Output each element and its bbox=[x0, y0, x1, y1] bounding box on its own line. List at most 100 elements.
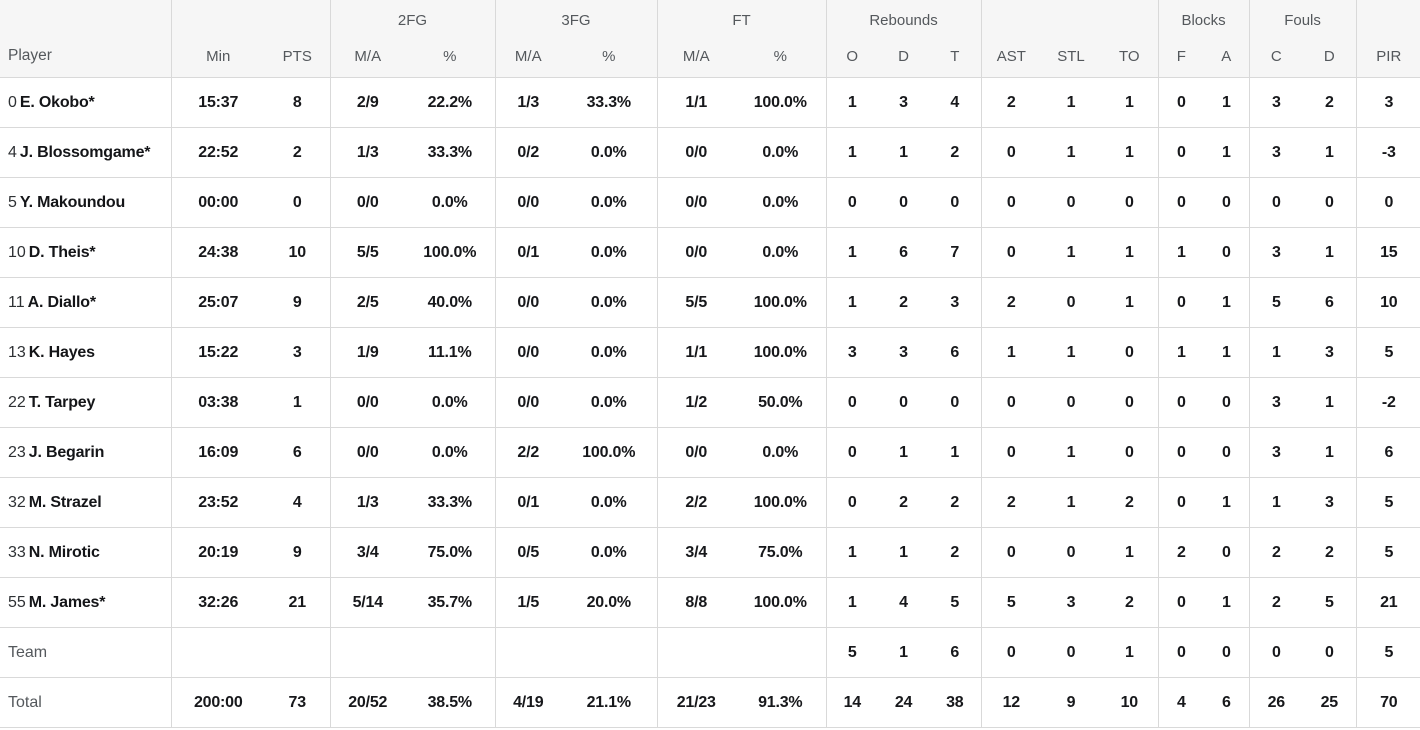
group-header-spacer-minpts bbox=[170, 0, 330, 35]
cell-3fg-ma: 0/0 bbox=[494, 277, 561, 328]
cell-3fg-ma: 2/2 bbox=[494, 427, 561, 478]
cell-foul-d: 1 bbox=[1303, 127, 1357, 178]
cell-2fg-ma: 5/5 bbox=[329, 227, 405, 278]
player-row: 0 E. Okobo* 15:37 8 2/9 22.2% 1/3 33.3% 1/1 100.0… bbox=[0, 77, 1420, 128]
cell-2fg-pct: 22.2% bbox=[405, 77, 495, 128]
cell-stl: 3 bbox=[1041, 577, 1102, 628]
cell-player: 10 D. Theis* bbox=[0, 227, 171, 278]
cell-reb-d: 0 bbox=[878, 177, 930, 228]
cell-2fg-pct: 33.3% bbox=[405, 127, 495, 178]
player-row: 55 M. James* 32:26 21 5/14 35.7% 1/5 20.0% 8/8 10… bbox=[0, 577, 1420, 628]
cell-player: 33 N. Mirotic bbox=[0, 527, 171, 578]
group-header-3fg: 3FG bbox=[494, 0, 657, 35]
cell-2fg-ma: 0/0 bbox=[329, 177, 405, 228]
cell-blk-f: 4 bbox=[1157, 677, 1205, 728]
col-header-2fg-ma: M/A bbox=[329, 35, 405, 78]
cell-ft-pct: 100.0% bbox=[735, 77, 827, 128]
cell-foul-c: 0 bbox=[1248, 177, 1304, 228]
cell-ft-pct: 75.0% bbox=[735, 527, 827, 578]
cell-reb-t: 6 bbox=[929, 627, 982, 678]
cell-pts: 10 bbox=[265, 227, 330, 278]
col-header-stl: STL bbox=[1041, 35, 1102, 78]
cell-foul-d: 3 bbox=[1303, 477, 1357, 528]
col-header-reb-d: D bbox=[878, 35, 930, 78]
cell-ast: 0 bbox=[980, 177, 1042, 228]
player-name: K. Hayes bbox=[28, 343, 95, 361]
cell-ast: 0 bbox=[980, 377, 1042, 428]
cell-ast: 0 bbox=[980, 527, 1042, 578]
player-row: 33 N. Mirotic 20:19 9 3/4 75.0% 0/5 0.0% 3/4 75.0… bbox=[0, 527, 1420, 578]
cell-3fg-pct: 0.0% bbox=[561, 477, 657, 528]
cell-ft-pct: 0.0% bbox=[735, 177, 827, 228]
cell-foul-c: 3 bbox=[1248, 427, 1304, 478]
cell-pir: 5 bbox=[1355, 527, 1420, 578]
col-header-3fg-ma: M/A bbox=[494, 35, 561, 78]
cell-foul-d: 1 bbox=[1303, 227, 1357, 278]
player-row: 5 Y. Makoundou 00:00 0 0/0 0.0% 0/0 0.0% 0/0 0.0%… bbox=[0, 177, 1420, 228]
player-row: 32 M. Strazel 23:52 4 1/3 33.3% 0/1 0.0% 2/2 100.… bbox=[0, 477, 1420, 528]
col-header-pir: PIR bbox=[1355, 35, 1420, 78]
cell-ast: 0 bbox=[980, 127, 1042, 178]
cell-reb-o: 1 bbox=[825, 77, 879, 128]
cell-min: 32:26 bbox=[170, 577, 265, 628]
cell-player: Total bbox=[0, 677, 171, 728]
cell-min: 03:38 bbox=[170, 377, 265, 428]
summary-row: Total 200:00 73 20/52 38.5% 4/19 21.1% 21/23 91.… bbox=[0, 677, 1420, 728]
cell-2fg-ma: 1/3 bbox=[329, 477, 405, 528]
cell-ft-ma: 5/5 bbox=[656, 277, 735, 328]
cell-foul-d: 1 bbox=[1303, 377, 1357, 428]
cell-to: 1 bbox=[1101, 627, 1159, 678]
cell-blk-a: 0 bbox=[1204, 227, 1250, 278]
cell-2fg-pct: 35.7% bbox=[405, 577, 495, 628]
cell-to: 1 bbox=[1101, 277, 1159, 328]
cell-2fg-pct: 75.0% bbox=[405, 527, 495, 578]
cell-min: 20:19 bbox=[170, 527, 265, 578]
group-header-blocks: Blocks bbox=[1157, 0, 1250, 35]
cell-ast: 0 bbox=[980, 427, 1042, 478]
cell-pir: -2 bbox=[1355, 377, 1420, 428]
cell-3fg-ma: 0/0 bbox=[494, 377, 561, 428]
cell-player: 22 T. Tarpey bbox=[0, 377, 171, 428]
cell-reb-d: 3 bbox=[878, 77, 930, 128]
player-name: N. Mirotic bbox=[28, 543, 100, 561]
group-header-fouls: Fouls bbox=[1248, 0, 1357, 35]
cell-reb-t: 7 bbox=[929, 227, 982, 278]
player-name: J. Begarin bbox=[28, 443, 105, 461]
cell-3fg-pct: 0.0% bbox=[561, 327, 657, 378]
cell-ast: 0 bbox=[980, 627, 1042, 678]
cell-blk-a: 0 bbox=[1204, 377, 1250, 428]
cell-pir: 5 bbox=[1355, 627, 1420, 678]
cell-ft-ma bbox=[656, 627, 735, 678]
cell-3fg-pct: 0.0% bbox=[561, 377, 657, 428]
col-header-2fg-pct: % bbox=[405, 35, 495, 78]
cell-ft-ma: 1/1 bbox=[656, 327, 735, 378]
cell-blk-f: 0 bbox=[1157, 627, 1205, 678]
cell-reb-t: 0 bbox=[929, 377, 982, 428]
cell-2fg-pct: 0.0% bbox=[405, 177, 495, 228]
cell-foul-d: 2 bbox=[1303, 527, 1357, 578]
player-row: 23 J. Begarin 16:09 6 0/0 0.0% 2/2 100.0% 0/0 0.0… bbox=[0, 427, 1420, 478]
table-body: 0 E. Okobo* 15:37 8 2/9 22.2% 1/3 33.3% 1/1 100.0… bbox=[0, 77, 1420, 728]
cell-blk-f: 0 bbox=[1157, 477, 1205, 528]
player-number: 55 bbox=[8, 593, 26, 611]
cell-reb-d: 1 bbox=[878, 627, 930, 678]
table-header: 2FG 3FG FT Rebounds Blocks Fouls Player … bbox=[0, 0, 1420, 78]
cell-reb-d: 3 bbox=[878, 327, 930, 378]
cell-blk-a: 0 bbox=[1204, 627, 1250, 678]
cell-ft-ma: 0/0 bbox=[656, 177, 735, 228]
cell-reb-o: 3 bbox=[825, 327, 879, 378]
cell-pir: 5 bbox=[1355, 477, 1420, 528]
player-row: 22 T. Tarpey 03:38 1 0/0 0.0% 0/0 0.0% 1/2 50.0% 0… bbox=[0, 377, 1420, 428]
cell-ast: 2 bbox=[980, 277, 1042, 328]
cell-reb-t: 38 bbox=[929, 677, 982, 728]
cell-2fg-pct: 33.3% bbox=[405, 477, 495, 528]
cell-to: 1 bbox=[1101, 77, 1159, 128]
cell-3fg-ma: 0/1 bbox=[494, 477, 561, 528]
cell-2fg-ma: 2/5 bbox=[329, 277, 405, 328]
cell-foul-c: 1 bbox=[1248, 327, 1304, 378]
cell-reb-t: 0 bbox=[929, 177, 982, 228]
cell-foul-c: 3 bbox=[1248, 227, 1304, 278]
cell-foul-d: 25 bbox=[1303, 677, 1357, 728]
